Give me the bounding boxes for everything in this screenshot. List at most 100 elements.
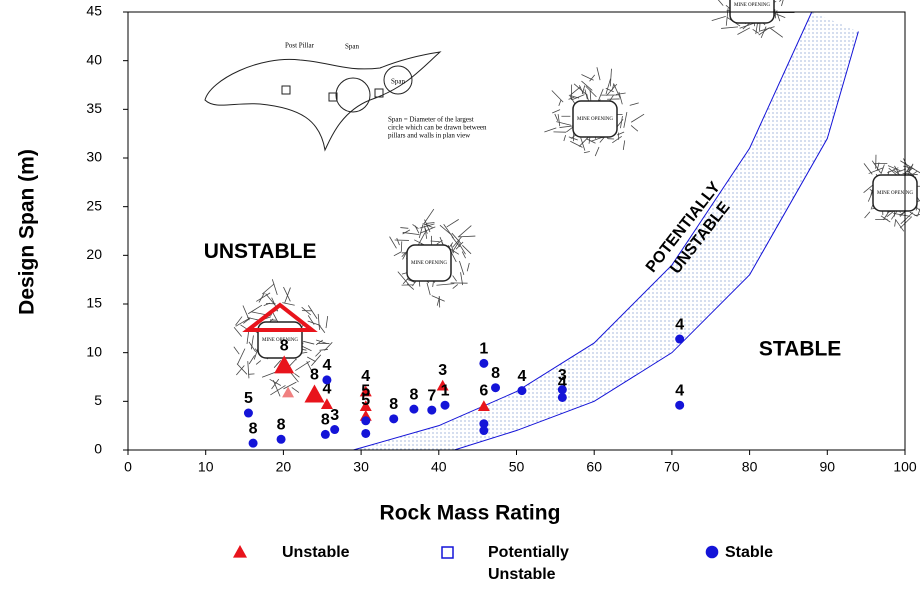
hatch (294, 373, 300, 378)
hatch (760, 26, 767, 39)
legend-swatch (705, 545, 719, 559)
mine-opening-label: MINE OPENING (577, 117, 613, 122)
hatch (556, 121, 572, 126)
hatch (558, 99, 562, 106)
hatch (752, 28, 760, 34)
stable-point (322, 375, 332, 385)
hatch (242, 305, 250, 321)
hatch (863, 184, 874, 194)
stable-point (491, 383, 501, 393)
y-tick-label: 0 (94, 441, 102, 457)
stable-point (361, 416, 371, 426)
y-tick-label: 35 (86, 100, 102, 116)
hatch (630, 125, 639, 132)
legend-label: Potentially Unstable (488, 544, 573, 583)
point-label: 8 (310, 367, 319, 384)
y-tick-label: 45 (86, 3, 102, 19)
point-label: 5 (361, 382, 370, 399)
hatch (451, 240, 460, 253)
unstable-point (320, 398, 333, 410)
hatch (584, 89, 588, 100)
hatch (596, 67, 601, 81)
plan-note: pillars and walls in plan view (388, 132, 471, 140)
hatch (611, 84, 615, 91)
hatch (894, 220, 896, 227)
stable-point (427, 405, 437, 415)
x-tick-label: 30 (353, 459, 369, 475)
y-tick-label: 10 (86, 343, 102, 359)
hatch (452, 284, 459, 289)
hatch (250, 335, 254, 350)
point-label: 4 (558, 375, 567, 392)
hatch (887, 165, 902, 172)
hatch (458, 243, 466, 255)
hatch (452, 236, 462, 248)
hatch (301, 306, 312, 316)
band-boundary (353, 11, 813, 451)
hatch (282, 302, 295, 306)
mine-opening-label: MINE OPENING (411, 261, 447, 266)
hatch (894, 218, 905, 232)
opening (872, 174, 918, 212)
x-tick-label: 0 (124, 459, 132, 475)
hatch (452, 275, 457, 282)
stable-point (330, 425, 340, 435)
hatch (263, 302, 271, 306)
point-label: 4 (675, 316, 684, 333)
hatch (397, 271, 410, 285)
hatch (590, 137, 602, 142)
hatch (247, 317, 259, 321)
x-tick-label: 10 (198, 459, 214, 475)
stable-point (409, 404, 419, 414)
plan-label: Span (391, 78, 406, 86)
stable-point (675, 400, 685, 410)
hatch (900, 212, 914, 225)
hatch (554, 113, 559, 121)
hatch (315, 339, 324, 346)
hatch (880, 215, 891, 223)
hatch (871, 160, 882, 174)
point-label: 8 (491, 365, 500, 382)
span-circle (383, 65, 413, 95)
hatch (400, 227, 409, 229)
hatch (911, 167, 920, 174)
unstable-roof (242, 302, 318, 332)
legend-label: Unstable (282, 544, 350, 561)
mine-opening-label: MINE OPENING (877, 191, 913, 196)
hatch (578, 85, 584, 94)
hatch (450, 244, 454, 254)
hatch (235, 317, 251, 327)
y-tick-label: 5 (94, 392, 102, 408)
hatch (283, 381, 297, 390)
hatch (284, 287, 291, 303)
hatch (443, 223, 454, 239)
mine-opening-sketch: MINE OPENING (389, 208, 476, 308)
hatch (466, 262, 470, 272)
point-label: 3 (558, 367, 567, 384)
hatch (430, 240, 440, 243)
hatch (458, 225, 472, 238)
hatch (271, 378, 280, 390)
x-tick-label: 90 (820, 459, 836, 475)
hatch (461, 251, 466, 259)
band-boundary (454, 31, 859, 451)
hatch (578, 136, 590, 147)
hatch (446, 219, 459, 228)
y-tick-label: 20 (86, 246, 102, 262)
hatch (781, 0, 784, 7)
stable-point (675, 334, 685, 344)
hatch (315, 350, 322, 357)
hatch (551, 90, 564, 103)
hatch (307, 356, 316, 362)
hatch (597, 88, 604, 103)
hatch (283, 286, 291, 302)
point-label: 4 (361, 368, 370, 385)
stable-point (479, 358, 489, 368)
stable-point (248, 438, 258, 448)
hatch (436, 239, 443, 245)
hatch (431, 295, 445, 302)
opening (406, 244, 452, 282)
hatch (725, 8, 729, 26)
hatch (295, 360, 311, 371)
